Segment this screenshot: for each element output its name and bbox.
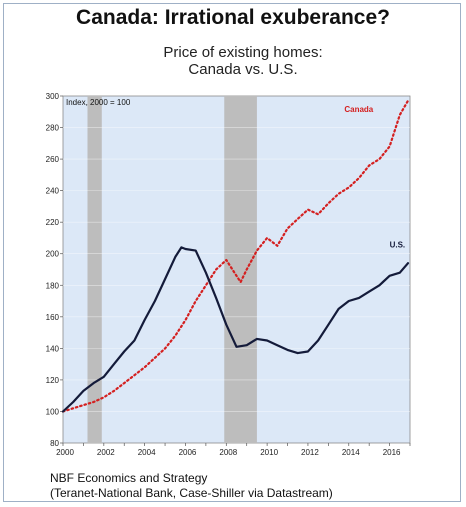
y-tick-label: 260 <box>46 155 60 164</box>
canada-series-label: Canada <box>344 105 373 114</box>
canada-series-line <box>61 99 410 413</box>
y-tick-label: 160 <box>46 313 60 322</box>
y-tick-label: 240 <box>46 187 60 196</box>
y-tick-label: 280 <box>46 124 60 133</box>
x-tick-label: 2008 <box>219 448 237 457</box>
index-note: Index, 2000 = 100 <box>66 98 131 107</box>
recession-band <box>87 96 102 443</box>
x-tick-label: 2016 <box>383 448 401 457</box>
x-tick-label: 2006 <box>179 448 197 457</box>
source-line-2: (Teranet-National Bank, Case-Shiller via… <box>50 486 333 500</box>
series-lines <box>61 99 410 413</box>
x-tick-label: 2014 <box>342 448 360 457</box>
x-tick-label: 2000 <box>56 448 74 457</box>
x-tick-label: 2002 <box>97 448 115 457</box>
y-tick-label: 140 <box>46 344 60 353</box>
source-line-1: NBF Economics and Strategy <box>50 471 208 485</box>
page-title: Canada: Irrational exuberance? <box>76 6 390 29</box>
y-axis-ticks: 80 100 120 140 160 180 200 220 240 260 280 300 <box>46 92 63 448</box>
x-tick-label: 2010 <box>260 448 278 457</box>
chart-subtitle: Price of existing homes: Canada vs. U.S. <box>98 44 388 78</box>
source-note: NBF Economics and Strategy (Teranet-Nati… <box>50 471 333 501</box>
subtitle-line-1: Price of existing homes: <box>163 44 323 61</box>
y-tick-label: 220 <box>46 218 60 227</box>
y-tick-label: 200 <box>46 250 60 259</box>
x-axis-ticks: 2000 2002 2004 2006 2008 2010 2012 2014 2016 <box>56 443 411 457</box>
y-tick-label: 100 <box>46 407 60 416</box>
x-tick-label: 2012 <box>301 448 319 457</box>
subtitle-line-2: Canada vs. U.S. <box>188 61 298 78</box>
y-tick-label: 300 <box>46 92 60 101</box>
y-tick-label: 120 <box>46 376 60 385</box>
y-tick-label: 180 <box>46 281 60 290</box>
y-tick-label: 80 <box>50 439 59 448</box>
us-series-line <box>61 246 410 413</box>
x-tick-label: 2004 <box>138 448 156 457</box>
gridlines <box>63 127 410 412</box>
recession-band <box>224 96 257 443</box>
recession-bands <box>87 96 257 443</box>
us-series-label: U.S. <box>390 240 406 249</box>
